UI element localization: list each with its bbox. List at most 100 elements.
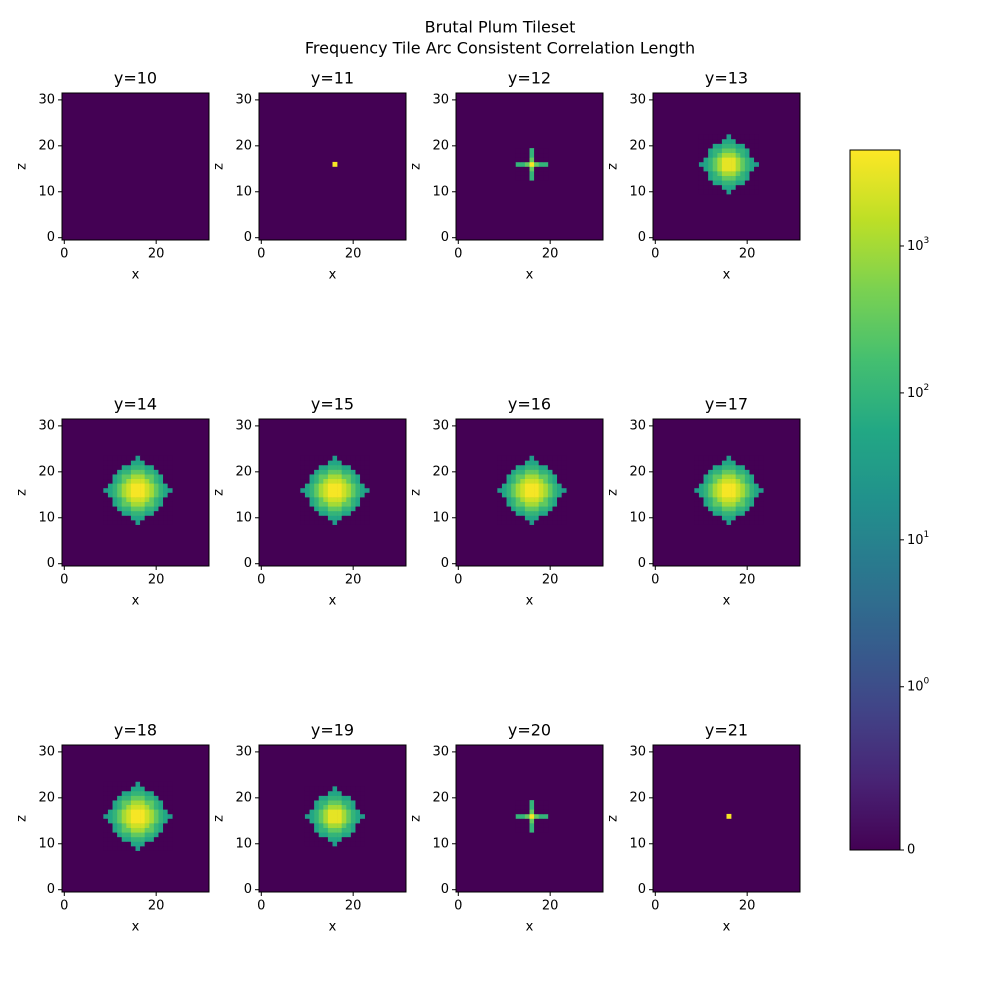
heat-cell <box>731 460 736 466</box>
heat-cell <box>515 152 521 158</box>
heat-cell <box>538 827 544 833</box>
heat-cell <box>721 134 727 140</box>
heat-cell <box>529 827 535 833</box>
heat-cell <box>337 506 342 512</box>
heat-cell <box>364 510 370 516</box>
heat-cell <box>117 460 123 466</box>
heat-cell <box>524 161 530 167</box>
y-tick-label: 0 <box>47 230 55 245</box>
heat-cell <box>144 827 150 833</box>
x-axis-label: x <box>329 920 337 935</box>
heat-cell <box>703 138 709 144</box>
heat-cell <box>327 823 333 828</box>
y-tick-label: 10 <box>629 836 646 851</box>
heat-cell <box>703 134 709 140</box>
heat-cell <box>149 497 155 502</box>
heat-cell <box>163 790 168 796</box>
heat-cell <box>534 823 539 828</box>
heat-cell <box>309 464 315 470</box>
heat-cell <box>163 478 168 484</box>
heat-cell <box>501 460 507 466</box>
heat-cell <box>107 469 113 475</box>
panel-title: y=17 <box>705 395 748 414</box>
heat-cell <box>140 474 145 480</box>
heat-cell <box>130 827 136 833</box>
heat-cell <box>341 520 347 525</box>
heat-cell <box>360 497 365 502</box>
heat-cell <box>515 809 521 815</box>
heat-cell <box>135 497 141 502</box>
heat-cell <box>140 841 145 847</box>
heat-cell <box>140 478 145 484</box>
heat-cell <box>712 469 718 475</box>
heat-cell <box>126 478 132 484</box>
heat-cell <box>327 460 333 466</box>
heat-cell <box>712 506 718 512</box>
heat-cell <box>703 474 709 480</box>
heat-cell <box>149 809 155 815</box>
y-tick-label: 30 <box>235 744 252 759</box>
heat-cell <box>749 469 755 475</box>
heat-cell <box>323 510 329 516</box>
heat-cell <box>163 795 168 801</box>
heat-cell <box>332 515 338 521</box>
y-tick-label: 0 <box>244 556 252 571</box>
heat-cell <box>497 501 503 507</box>
heat-cell <box>543 175 549 181</box>
heat-cell <box>721 478 727 484</box>
heat-cell <box>327 795 333 801</box>
heat-cell <box>547 455 553 461</box>
heat-cell <box>144 809 150 815</box>
heat-cell <box>126 832 132 838</box>
heat-cell <box>552 460 558 466</box>
heat-cell <box>314 800 320 806</box>
heat-cell <box>726 813 732 819</box>
heat-cell <box>300 474 306 480</box>
heat-cell <box>726 180 732 186</box>
heat-cell <box>309 474 315 480</box>
heat-cell <box>754 166 759 172</box>
heat-cell <box>538 818 544 824</box>
heat-cell <box>341 841 347 847</box>
heat-cell <box>735 478 741 484</box>
heat-cell <box>341 813 347 819</box>
heat-cell <box>360 804 365 810</box>
heat-cell <box>520 506 526 512</box>
heat-cell <box>327 501 333 507</box>
x-tick-label: 20 <box>542 899 559 914</box>
heat-cell <box>350 520 356 525</box>
heat-cell <box>698 510 704 516</box>
heat-cell <box>135 478 141 484</box>
heat-cell <box>130 841 136 847</box>
heat-cell <box>712 487 718 493</box>
heat-cell <box>323 455 329 461</box>
heat-cell <box>327 483 333 489</box>
heat-cell <box>346 836 352 842</box>
heat-cell <box>529 515 535 521</box>
heat-cell <box>735 148 741 154</box>
heat-cell <box>314 474 320 480</box>
heat-cell <box>117 497 123 502</box>
heat-cell <box>717 520 723 525</box>
heat-cell <box>355 818 361 824</box>
heat-cell <box>107 841 113 847</box>
heat-cell <box>158 492 164 498</box>
heat-cell <box>552 497 558 502</box>
heat-cell <box>149 823 155 828</box>
heat-cell <box>112 804 118 810</box>
heat-cell <box>717 515 723 521</box>
heat-cell <box>506 474 512 480</box>
heat-cell <box>167 464 173 470</box>
heat-cell <box>135 460 141 466</box>
heat-cell <box>158 836 164 842</box>
heat-cell <box>318 827 324 833</box>
heat-cell <box>538 175 544 181</box>
y-tick-label: 30 <box>38 744 55 759</box>
heat-cell <box>153 515 159 521</box>
heat-cell <box>332 492 338 498</box>
y-tick-label: 20 <box>235 790 252 805</box>
heat-cell <box>524 464 530 470</box>
heat-cell <box>332 832 338 838</box>
heat-cell <box>107 455 113 461</box>
heat-cell <box>103 827 109 833</box>
